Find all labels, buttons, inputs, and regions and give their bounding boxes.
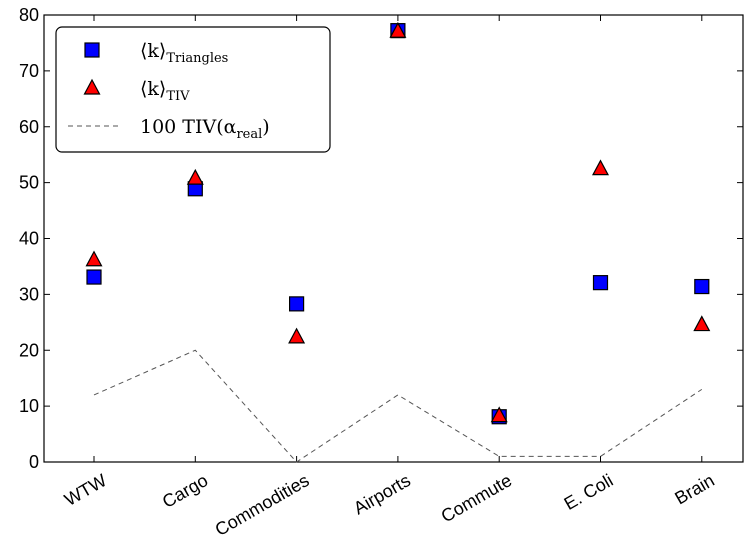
point-tiv-triangle	[85, 250, 103, 267]
y-tick-label: 20	[19, 340, 39, 360]
y-tick-label: 60	[19, 117, 39, 137]
y-tick-label: 80	[19, 5, 39, 25]
x-tick-label: Brain	[671, 470, 717, 508]
x-tick-label: Commodities	[212, 470, 313, 540]
point-triangles-square	[289, 296, 305, 312]
point-tiv-triangle	[186, 168, 204, 185]
point-tiv-triangle	[591, 159, 610, 176]
x-tick-label: Cargo	[159, 470, 211, 512]
point-tiv-triangle	[693, 315, 711, 332]
x-tick-label: WTW	[61, 470, 110, 510]
y-tick-label: 70	[19, 61, 39, 81]
legend-box	[55, 26, 331, 153]
point-triangles-square	[694, 278, 710, 295]
x-tick-label: Airports	[350, 470, 414, 518]
legend: ⟨k⟩Triangles ⟨k⟩TIV 100 TIV(αreal)	[55, 26, 331, 153]
legend-label: ⟨k⟩TIV	[140, 78, 190, 104]
legend-label: 100 TIV(αreal)	[140, 116, 270, 142]
point-tiv-triangle	[490, 406, 508, 423]
y-tick-label: 10	[19, 396, 39, 416]
x-tick-label: E. Coli	[561, 470, 617, 514]
point-tiv-triangle	[389, 21, 407, 38]
y-tick-label: 0	[29, 452, 39, 472]
legend-marker-square	[84, 42, 100, 58]
point-triangles-square	[592, 275, 609, 291]
legend-label: ⟨k⟩Triangles	[140, 40, 228, 66]
y-tick-label: 40	[19, 229, 39, 249]
point-tiv-triangle	[288, 327, 306, 344]
x-tick-label: Commute	[438, 470, 516, 526]
y-tick-label: 50	[19, 173, 39, 193]
point-triangles-square	[86, 269, 102, 285]
legend-marker-triangle	[83, 78, 101, 95]
series-line-tiv	[93, 349, 703, 463]
y-tick-label: 30	[19, 284, 39, 304]
